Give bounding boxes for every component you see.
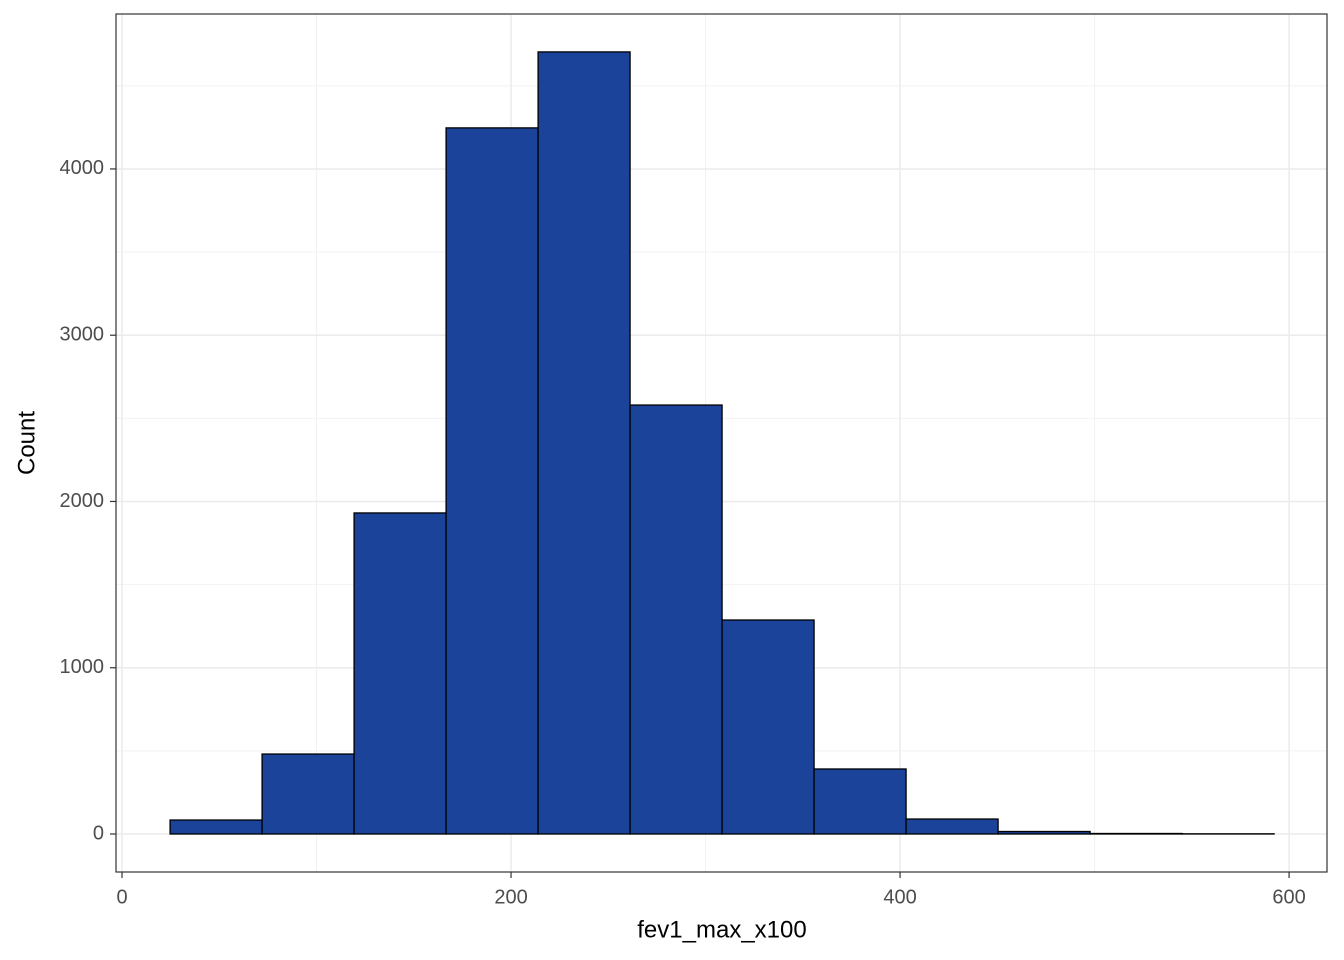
y-tick-label: 1000 [60,656,105,678]
x-tick-label: 200 [494,886,527,908]
bar [445,127,539,835]
bar [353,512,447,835]
panel-border [115,13,1328,873]
bar [537,51,631,835]
bar [169,819,263,835]
bar [905,818,999,835]
x-tick-label: 0 [116,886,127,908]
y-tick-label: 0 [93,822,104,844]
y-tick-label: 3000 [60,323,105,345]
x-tick-label: 600 [1272,886,1305,908]
x-axis-title: fev1_max_x100 [637,916,806,943]
y-axis-title: Count [13,411,40,475]
bars [169,51,1275,835]
ticks: 0 200 400 600 0 1000 2000 3000 4000 [60,157,1306,908]
bar [997,830,1091,835]
y-tick-label: 4000 [60,157,105,179]
bar [813,768,907,835]
x-tick-label: 400 [883,886,916,908]
bar [721,619,815,835]
y-tick-label: 2000 [60,490,105,512]
bar [261,753,355,835]
bar [629,404,723,835]
